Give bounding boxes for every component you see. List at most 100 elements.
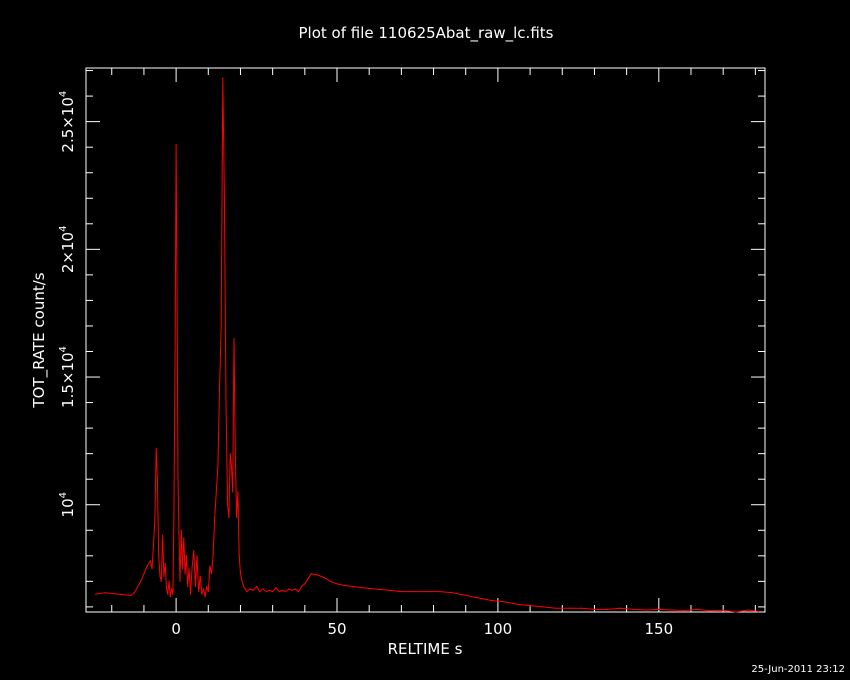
data-point [149,560,151,562]
x-tick-label: 150 [644,620,673,638]
data-point [218,389,221,391]
data-point [581,607,583,609]
y-tick-label: 2×104 [58,226,77,274]
data-point [413,591,415,593]
data-point [158,555,160,557]
data-point [130,594,132,597]
data-point [202,588,205,590]
data-point [400,591,402,593]
data-point [542,606,544,608]
data-point [154,516,156,519]
data-point [465,594,467,597]
data-point [304,583,306,585]
series-line [95,78,759,613]
data-point [151,568,153,570]
data-point [696,608,699,611]
data-point [555,607,557,609]
timestamp-stamp: 25-Jun-2011 23:12 [751,664,845,675]
data-point [184,573,186,575]
data-point [330,580,332,583]
data-point [387,589,390,591]
data-point [146,565,148,567]
data-point [241,580,243,583]
data-point [307,578,309,580]
data-point [234,453,236,455]
data-point [262,588,264,590]
data-point [439,591,441,593]
data-point [95,593,97,595]
data-point [174,350,176,353]
data-point [529,605,531,607]
data-point [156,478,158,480]
data-point [317,574,319,576]
data-point [310,573,312,575]
data-point [323,576,325,579]
data-point [503,601,505,603]
data-point [140,580,142,583]
data-point [214,516,216,519]
data-point [198,591,200,593]
data-point [191,565,193,567]
data-point [249,588,251,590]
data-point [230,465,233,467]
data-point [259,591,261,593]
data-point [490,599,493,602]
data-point [722,609,724,611]
data-point [175,144,177,146]
x-tick-label: 100 [484,620,513,638]
data-point [735,611,737,613]
data-point [222,77,224,79]
data-point [288,588,290,590]
data-point [206,585,208,588]
data-point [243,585,245,588]
data-point [187,585,189,588]
data-point [297,591,299,593]
data-point [593,608,596,611]
data-point [246,591,248,593]
data-point [168,580,170,583]
data-point [278,591,280,593]
data-point [244,588,246,590]
data-point [193,550,195,552]
data-point [207,591,209,593]
data-point [204,596,206,598]
data-point [291,589,293,591]
data-point [177,478,179,480]
data-point [220,325,222,327]
y-tick-label: 1.5×104 [58,346,77,408]
data-point [173,516,175,519]
data-point [215,491,217,493]
data-point [426,591,428,593]
data-point [181,568,184,570]
data-point [117,593,119,595]
data-point [176,299,178,301]
data-point [199,575,201,577]
data-point [178,534,180,537]
data-point [237,491,239,493]
x-tick-label: 50 [327,620,346,638]
data-point [272,591,274,593]
data-point [133,592,135,594]
y-axis-label: TOT_RATE count/s [30,272,49,408]
data-point [758,610,760,613]
data-point [268,589,270,591]
data-point [227,504,229,506]
data-point [164,562,166,565]
data-point [265,591,267,593]
data-point [452,592,454,594]
data-point [632,608,634,611]
data-point [238,555,240,557]
data-point [606,608,608,611]
data-point [201,593,203,595]
data-point [179,580,181,583]
data-point [167,593,169,595]
data-point [196,555,198,557]
data-point [223,197,225,199]
data-point [143,573,145,575]
data-point [362,587,364,589]
y-tick-label: 104 [58,492,77,517]
y-tick-label: 2.5×104 [58,91,77,153]
y-tick-labels: 104 1.5×104 2×104 2.5×104 [58,91,77,518]
data-point [153,542,155,544]
